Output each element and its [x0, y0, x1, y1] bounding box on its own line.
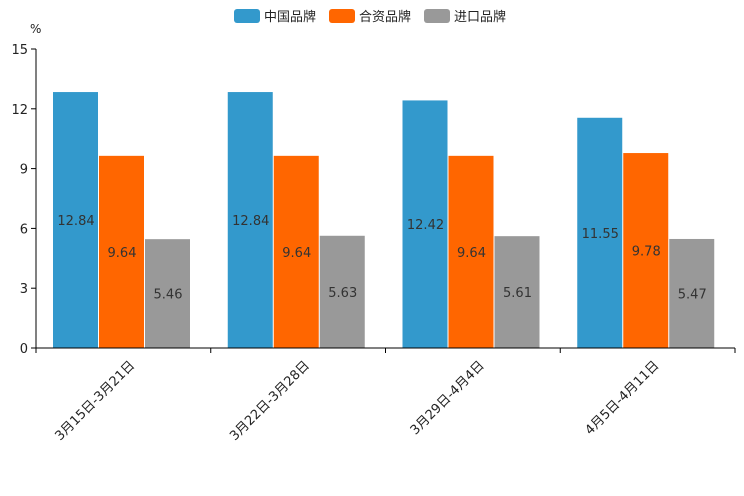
legend-swatch	[234, 9, 260, 23]
x-tick-label: 3月29日-4月4日	[408, 358, 488, 438]
bar	[402, 100, 448, 348]
legend-label: 进口品牌	[454, 9, 506, 25]
data-label: 5.61	[503, 286, 532, 301]
data-label: 9.64	[108, 246, 137, 261]
bar	[448, 155, 494, 348]
y-tick-label: 6	[20, 222, 28, 237]
y-axis-unit: %	[30, 22, 41, 36]
data-label: 9.78	[632, 245, 661, 260]
bar	[319, 235, 365, 348]
bar	[623, 153, 669, 348]
bar	[53, 92, 98, 348]
legend-swatch	[329, 9, 355, 23]
legend-swatch	[424, 9, 450, 23]
data-label: 5.47	[678, 287, 707, 302]
legend-label: 合资品牌	[359, 9, 411, 25]
x-axis: 3月15日-3月21日 3月22日-3月28日 3月29日-4月4日 4月5日-4月1…	[35, 347, 736, 444]
data-label: 5.63	[328, 286, 357, 301]
data-label: 12.84	[57, 214, 94, 229]
bar	[494, 236, 540, 348]
data-label: 11.55	[582, 227, 619, 242]
x-tick-label: 4月5日-4月11日	[583, 358, 663, 438]
bar	[273, 155, 319, 348]
bar	[227, 92, 273, 348]
y-tick-label: 15	[11, 43, 28, 58]
x-tick-label: 3月22日-3月28日	[227, 358, 313, 444]
legend-label: 中国品牌	[264, 9, 316, 25]
bars	[53, 92, 715, 349]
legend: 中国品牌 合资品牌 进口品牌	[234, 9, 506, 25]
y-tick-label: 3	[20, 282, 28, 297]
y-tick-label: 12	[11, 103, 28, 118]
data-label: 5.46	[154, 288, 183, 303]
bar	[669, 238, 715, 348]
bar	[99, 155, 144, 348]
data-label: 9.64	[282, 246, 311, 261]
y-tick-label: 9	[20, 163, 28, 178]
x-tick-label: 3月15日-3月21日	[52, 358, 138, 444]
y-tick-label: 0	[20, 342, 28, 357]
bar	[145, 239, 190, 348]
data-labels: 12.84 9.64 5.46 12.84 9.64 5.63 12.42 9.64 5.61 1…	[57, 214, 706, 303]
data-label: 9.64	[457, 246, 486, 261]
bar	[577, 117, 623, 349]
data-label: 12.84	[232, 214, 269, 229]
data-label: 12.42	[407, 218, 444, 233]
y-axis: 0 3 6 9 12 15	[11, 43, 37, 357]
